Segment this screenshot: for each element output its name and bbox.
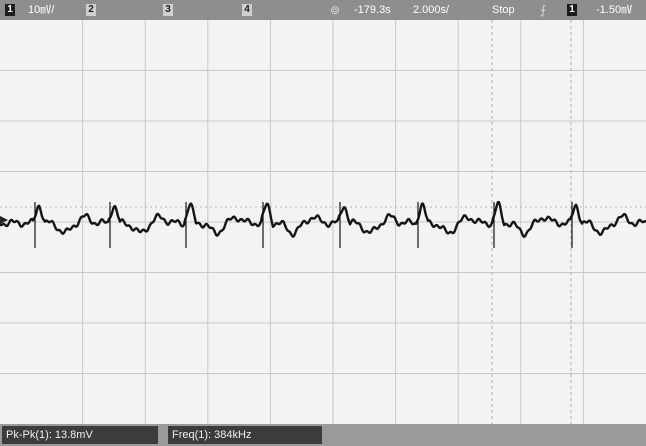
run-state: Stop: [492, 4, 515, 16]
channel-2-indicator[interactable]: 2: [86, 4, 96, 16]
channel-1-scale: 10㎷/: [28, 4, 55, 16]
channel-4-indicator[interactable]: 4: [242, 4, 252, 16]
channel-1-trace: [0, 200, 646, 239]
time-scale: 2.000s/: [413, 4, 450, 16]
cursor-markers: [0, 20, 646, 424]
spike-artifacts: [34, 202, 573, 248]
pkpk-measurement: Pk-Pk(1): 13.8mV: [2, 426, 158, 444]
channel-1-indicator[interactable]: 1: [5, 4, 15, 16]
time-offset: -179.3s: [354, 4, 391, 16]
trigger-marker-icon: ⊚: [330, 3, 341, 17]
channel-3-indicator[interactable]: 3: [163, 4, 173, 16]
rising-edge-icon: ⨍: [540, 3, 547, 17]
trigger-level: -1.50㎷: [596, 4, 633, 16]
ground-level-icon: [0, 216, 8, 224]
status-bar: 1 10㎷/ 2 3 4 ⊚ -179.3s 2.000s/ Stop ⨍ 1 …: [0, 0, 646, 20]
trigger-channel-indicator: 1: [567, 4, 577, 16]
waveform-screen: [0, 20, 646, 424]
measurement-bar: Pk-Pk(1): 13.8mV Freq(1): 384kHz: [0, 424, 646, 446]
frequency-measurement: Freq(1): 384kHz: [168, 426, 322, 444]
ground-marker: [0, 216, 8, 224]
